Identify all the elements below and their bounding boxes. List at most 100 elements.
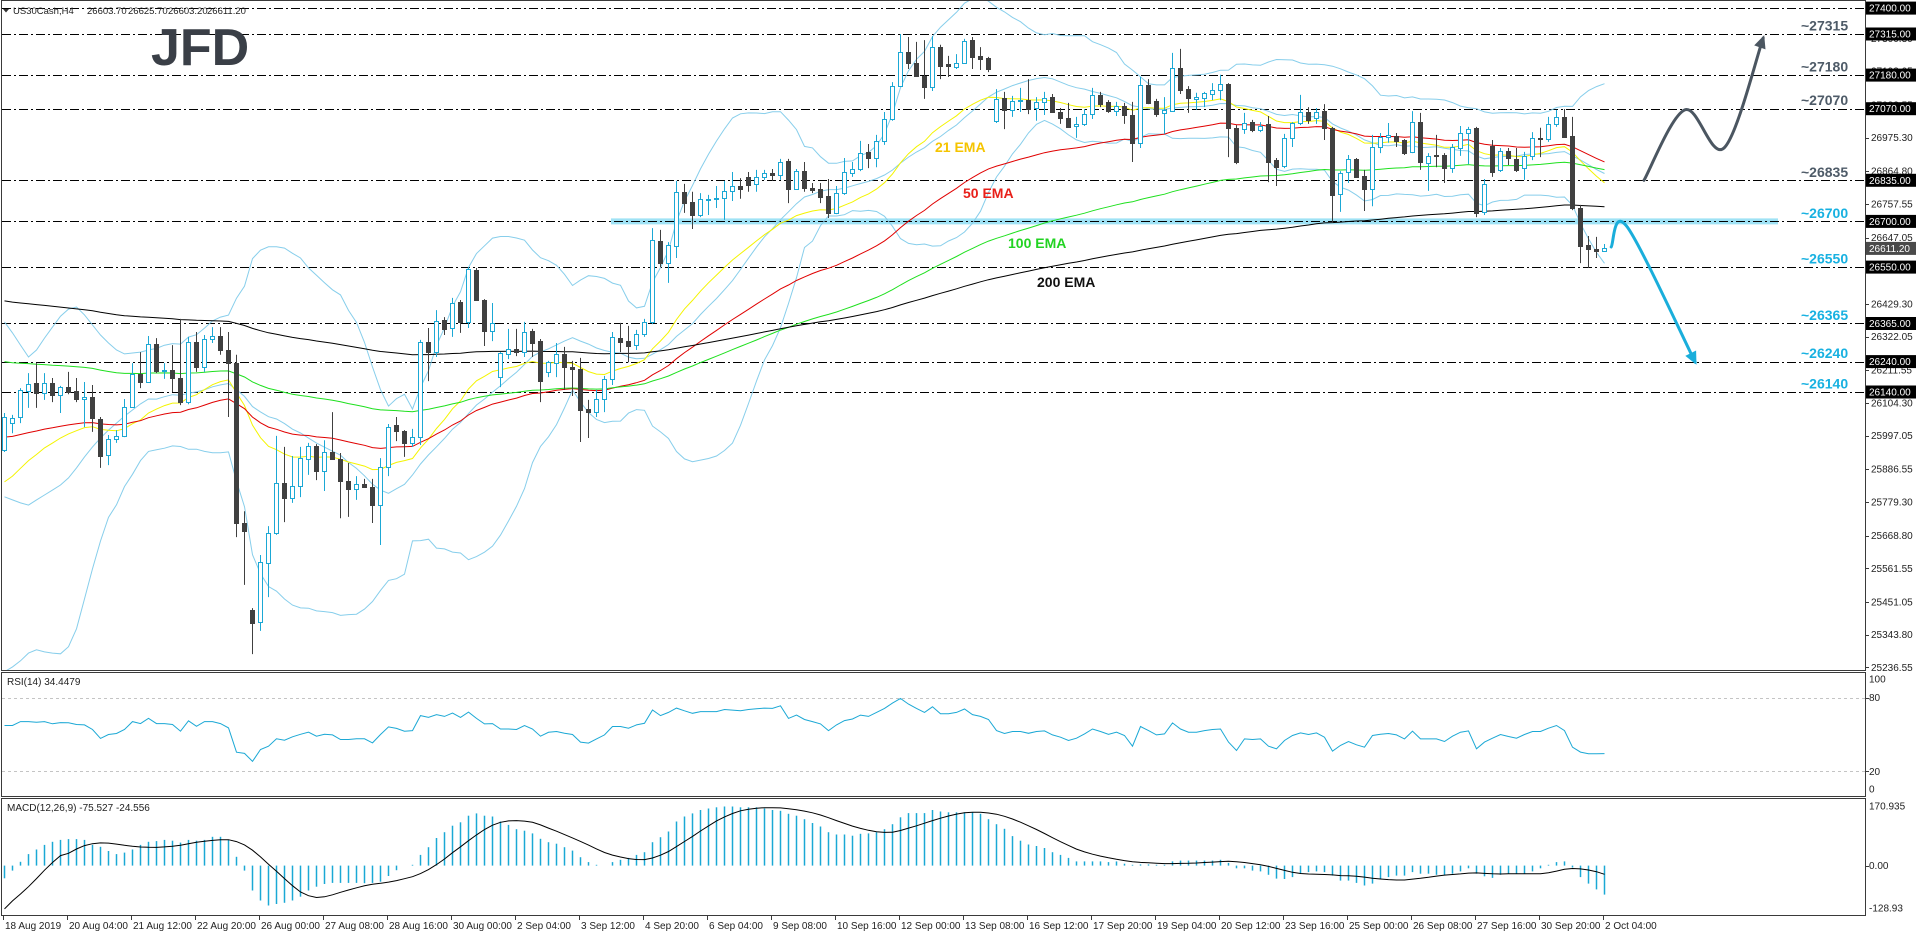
bullish-candle: [322, 440, 327, 491]
candle-body: [1218, 84, 1223, 91]
candle-body: [2, 417, 7, 451]
level-price-tag: 27400.00: [1866, 1, 1916, 15]
bearish-candle: [170, 345, 175, 392]
bullish-candle: [1210, 83, 1215, 101]
level-price-tag: 27070.00: [1866, 102, 1916, 116]
macd-panel[interactable]: MACD(12,26,9) -75.527 -24.556: [1, 798, 1866, 916]
candle-body: [1250, 122, 1255, 131]
bearish-candle: [394, 417, 399, 442]
bullish-candle: [1042, 91, 1047, 115]
bearish-candle: [1394, 133, 1399, 147]
candle-body: [34, 383, 39, 394]
bearish-candle: [970, 37, 975, 69]
moving-averages: [4, 96, 1605, 483]
candle-body: [762, 173, 767, 178]
bullish-candle: [42, 373, 47, 400]
price-tag-text: 27180.00: [1869, 71, 1911, 82]
bearish-candle: [978, 47, 983, 70]
bearish-candle: [578, 357, 583, 442]
price-tag-background: [1866, 1, 1916, 15]
candle-body: [1122, 106, 1127, 116]
bullish-candle: [290, 456, 295, 503]
indicator-axes: 100 80 20 0 170.935 0.00 -128.93: [1865, 675, 1906, 915]
price-label: 25997.05: [1871, 431, 1913, 442]
bullish-candle: [842, 158, 847, 195]
price-tag-background: [1866, 355, 1916, 369]
candle-body: [410, 437, 415, 444]
candle-body: [986, 58, 991, 70]
candle-body: [1346, 159, 1351, 173]
time-label: 27 Sep 16:00: [1477, 921, 1537, 932]
jfd-logo: JFD: [151, 19, 249, 77]
bullish-candle: [418, 339, 423, 445]
candle-body: [402, 431, 407, 444]
price-panel[interactable]: ~27315 ~27180 ~27070 ~26835 ~26700 ~26550 ~263…: [1, 0, 1866, 672]
bullish-candle: [594, 389, 599, 417]
bullish-candle: [1410, 111, 1415, 154]
rsi-plot: [2, 697, 1865, 772]
bullish-candle: [1202, 91, 1207, 108]
bearish-candle: [178, 318, 183, 406]
bullish-candle: [202, 335, 207, 372]
candle-body: [354, 484, 359, 490]
candle-body: [74, 391, 79, 400]
time-label: 27 Aug 08:00: [325, 921, 384, 932]
candle-body: [1362, 176, 1367, 190]
symbol-menu-icon[interactable]: [3, 9, 9, 13]
bullish-candle: [58, 385, 63, 413]
candle-body: [1570, 136, 1575, 209]
level-label-26700: ~26700: [1801, 205, 1848, 221]
candle-body: [290, 486, 295, 499]
bullish-candle: [1346, 155, 1351, 183]
bearish-candle: [66, 371, 71, 395]
candle-body: [138, 374, 143, 383]
candle-body: [1258, 126, 1263, 131]
candle-body: [1434, 155, 1439, 157]
candle-body: [1578, 208, 1583, 247]
macd-axis-label: 0.00: [1869, 861, 1889, 872]
candle-body: [1450, 147, 1455, 169]
bearish-candle: [362, 478, 367, 488]
bullish-candle: [1034, 97, 1039, 121]
candle-body: [1370, 147, 1375, 190]
bullish-candle: [874, 134, 879, 168]
arrow-path: [1609, 219, 1697, 364]
bullish-candle: [650, 228, 655, 325]
candle-body: [426, 342, 431, 353]
price-label: 25451.05: [1871, 597, 1913, 608]
candle-body: [858, 153, 863, 170]
bearish-candle: [866, 144, 871, 169]
candle-body: [1154, 101, 1159, 115]
bullish-candle: [386, 424, 391, 477]
bullish-candle: [26, 373, 31, 408]
time-label: 16 Sep 12:00: [1029, 921, 1089, 932]
candle-body: [746, 177, 751, 186]
candle-body: [1378, 137, 1383, 148]
bullish-candle: [490, 303, 495, 342]
bollinger-bands: [4, 1, 1605, 670]
candle-body: [218, 336, 223, 351]
candle-body: [642, 322, 647, 335]
bearish-candle: [1442, 153, 1447, 183]
header-low-value: 26603.20: [168, 6, 208, 17]
level-label-27315: ~27315: [1801, 18, 1848, 34]
bearish-candle: [618, 322, 623, 353]
bearish-candle: [402, 430, 407, 457]
bullish-candle: [1138, 77, 1143, 148]
rsi-panel[interactable]: RSI(14) 34.4479: [1, 672, 1866, 797]
bearish-candle: [1474, 126, 1479, 218]
price-tag-text: 26835.00: [1869, 176, 1911, 187]
bearish-candle: [1490, 140, 1495, 177]
bollinger-middle-line: [4, 76, 1605, 506]
bullish-candle: [1290, 122, 1295, 147]
candle-body: [1314, 112, 1319, 119]
bearish-candle: [514, 328, 519, 357]
bearish-candle: [1226, 83, 1231, 158]
bearish-candle: [370, 478, 375, 523]
ema-labels: 21 EMA 50 EMA 100 EMA 200 EMA: [935, 139, 1095, 290]
macd-axis-label: 170.935: [1869, 802, 1906, 813]
time-axis[interactable]: 18 Aug 2019 20 Aug 04:00 21 Aug 12:00 22 Au…: [3, 916, 1658, 932]
price-axis[interactable]: 27300.3027193.0527082.5526975.3026864.80…: [1865, 1, 1916, 674]
bearish-candle: [786, 158, 791, 204]
